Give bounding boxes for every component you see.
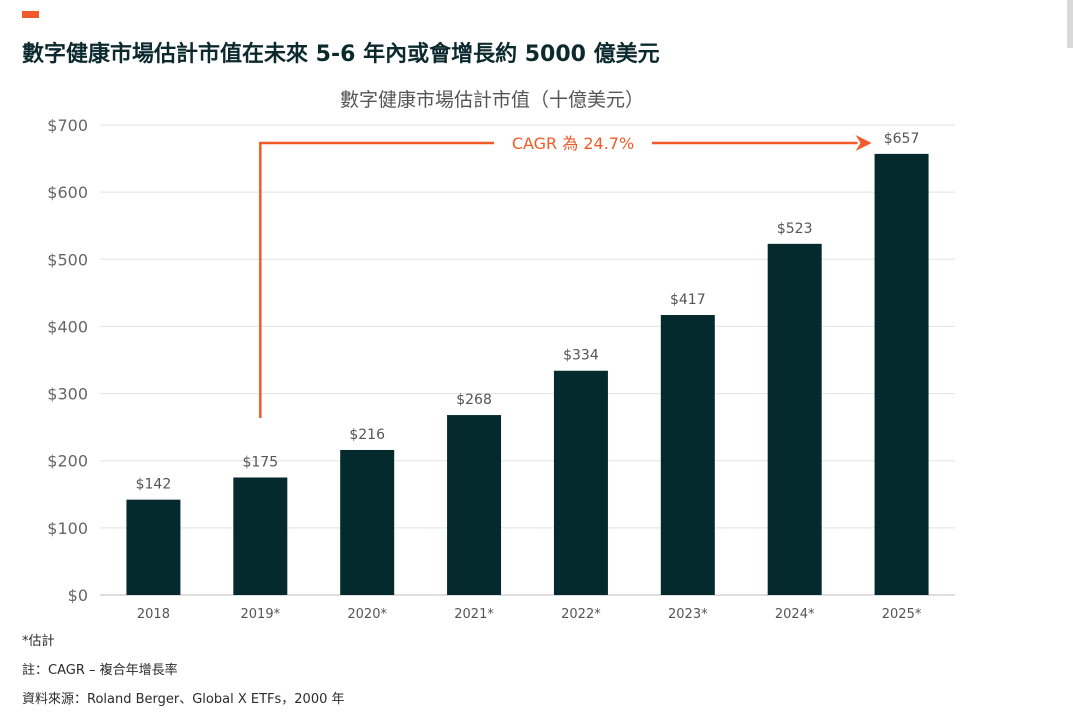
y-tick-label: $100 [47, 519, 88, 538]
cagr-arrow-line [259, 141, 858, 418]
bar-value-label: $523 [777, 221, 813, 237]
y-axis-ticks: $0 $100 $200 $300 $400 $500 $600 $700 [47, 116, 88, 605]
y-tick-label: $700 [47, 116, 88, 135]
bar [874, 153, 929, 595]
x-tick-label: 2021* [454, 607, 494, 622]
accent-bar [22, 11, 39, 18]
x-tick-label: 2023* [668, 607, 708, 622]
bar [126, 499, 181, 595]
scrollbar[interactable] [1067, 0, 1073, 48]
x-tick-label: 2025* [882, 607, 922, 622]
chart-title: 數字健康市場估計市值（十億美元） [340, 89, 644, 111]
cagr-annotation: CAGR 為 24.7% [259, 126, 872, 418]
cagr-note: 註：CAGR – 複合年增長率 [22, 663, 178, 678]
y-tick-label: $400 [47, 317, 88, 336]
x-tick-label: 2019* [241, 607, 281, 622]
x-tick-label: 2018 [137, 607, 170, 622]
bar [767, 243, 822, 596]
bar [660, 315, 715, 595]
source-note: 資料來源：Roland Berger、Global X ETFs，2000 年 [22, 692, 345, 707]
cagr-label-box [494, 126, 652, 160]
bar-value-label: $334 [563, 348, 599, 364]
chart-notes: *估計 註：CAGR – 複合年增長率 資料來源：Roland Berger、G… [22, 632, 345, 719]
page-heading: 數字健康市場估計市值在未來 5-6 年內或會增長約 5000 億美元 [22, 42, 660, 67]
y-tick-label: $500 [47, 250, 88, 269]
y-tick-label: $0 [68, 586, 88, 605]
x-tick-label: 2022* [561, 607, 601, 622]
bar [340, 449, 395, 595]
bar-value-label: $657 [884, 131, 920, 147]
bar [233, 477, 288, 595]
cagr-arrow-head [855, 135, 872, 151]
bar-chart: 數字健康市場估計市值（十億美元） $0$100$200$300$400$500$… [47, 89, 955, 622]
bar [553, 370, 608, 595]
gridlines [100, 124, 955, 596]
bar-value-label: $216 [349, 427, 385, 443]
y-tick-label: $200 [47, 452, 88, 471]
x-tick-label: 2020* [347, 607, 387, 622]
x-axis-ticks: 2018 2019* 2020* 2021* 2022* 2023* 2024* 2025* [137, 607, 922, 622]
x-tick-label: 2024* [775, 607, 815, 622]
y-tick-label: $300 [47, 385, 88, 404]
bars: $142 $175 $216 $268 $334 $417 $523 $657 [126, 131, 929, 596]
bar-value-label: $417 [670, 292, 706, 308]
bar-value-label: $175 [242, 455, 278, 471]
y-tick-label: $600 [47, 183, 88, 202]
bar-value-label: $142 [136, 477, 172, 493]
cagr-label: CAGR 為 24.7% [512, 134, 634, 153]
bar-value-label: $268 [456, 392, 492, 408]
estimate-note: *估計 [22, 634, 55, 649]
bar [447, 415, 502, 595]
